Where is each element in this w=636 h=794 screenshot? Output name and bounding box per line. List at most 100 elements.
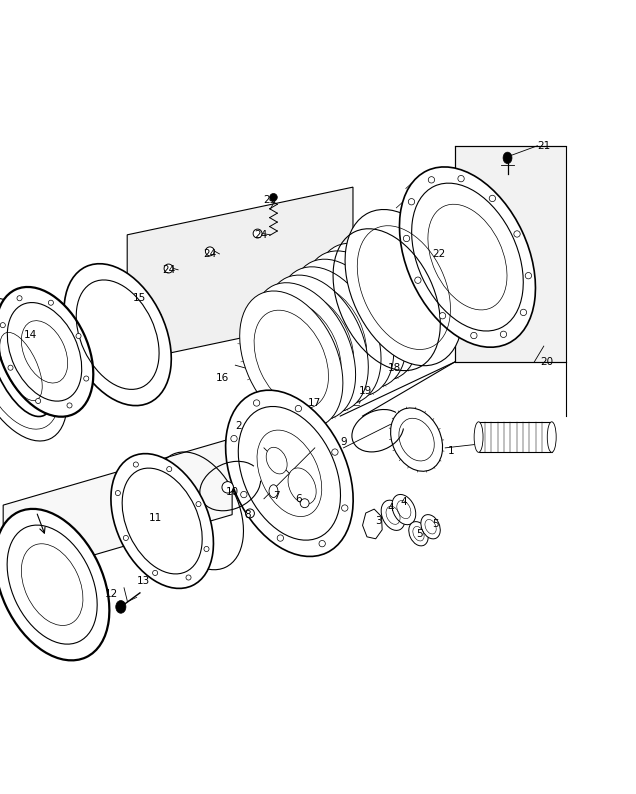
Text: 1: 1 — [448, 446, 455, 456]
Text: 12: 12 — [105, 589, 118, 599]
Circle shape — [471, 333, 477, 339]
Text: 24: 24 — [162, 265, 175, 275]
Circle shape — [8, 365, 13, 370]
Circle shape — [0, 322, 5, 328]
Polygon shape — [3, 438, 232, 581]
Polygon shape — [455, 146, 566, 362]
Text: 7: 7 — [273, 491, 280, 500]
Circle shape — [196, 502, 201, 507]
Ellipse shape — [291, 259, 394, 396]
Ellipse shape — [8, 526, 106, 656]
Ellipse shape — [253, 229, 262, 238]
Circle shape — [319, 541, 326, 547]
Circle shape — [277, 535, 284, 542]
Circle shape — [84, 376, 89, 381]
Text: 14: 14 — [24, 330, 37, 340]
Text: 3: 3 — [375, 516, 382, 526]
Text: 5: 5 — [432, 519, 439, 529]
Text: 9: 9 — [340, 437, 347, 446]
Circle shape — [240, 491, 247, 498]
Ellipse shape — [303, 251, 406, 388]
Circle shape — [520, 309, 527, 315]
Ellipse shape — [474, 422, 483, 453]
Ellipse shape — [245, 509, 254, 518]
Text: 6: 6 — [296, 494, 302, 503]
Circle shape — [439, 313, 446, 319]
Circle shape — [123, 535, 128, 541]
Ellipse shape — [392, 495, 416, 525]
Ellipse shape — [270, 194, 277, 201]
Ellipse shape — [288, 468, 316, 504]
Ellipse shape — [300, 499, 309, 507]
Circle shape — [153, 570, 158, 576]
Circle shape — [17, 295, 22, 301]
Ellipse shape — [503, 152, 512, 164]
Circle shape — [428, 176, 434, 183]
Ellipse shape — [64, 264, 171, 406]
Ellipse shape — [240, 291, 343, 428]
Ellipse shape — [0, 310, 59, 430]
Ellipse shape — [265, 275, 368, 412]
Circle shape — [134, 462, 139, 467]
Circle shape — [489, 195, 495, 202]
Text: 16: 16 — [216, 373, 229, 383]
Ellipse shape — [222, 482, 233, 493]
Ellipse shape — [164, 264, 173, 273]
Text: 4: 4 — [388, 503, 394, 513]
Text: 22: 22 — [432, 249, 445, 259]
Ellipse shape — [399, 167, 536, 347]
Ellipse shape — [315, 243, 418, 380]
Ellipse shape — [421, 515, 440, 539]
Circle shape — [36, 399, 41, 403]
Circle shape — [408, 198, 415, 205]
Ellipse shape — [252, 283, 356, 420]
Circle shape — [67, 403, 72, 408]
Ellipse shape — [0, 299, 67, 441]
Circle shape — [115, 491, 120, 495]
Circle shape — [231, 435, 237, 441]
Text: 18: 18 — [388, 364, 401, 373]
Ellipse shape — [205, 247, 214, 256]
Text: 13: 13 — [137, 576, 149, 587]
Ellipse shape — [409, 522, 428, 545]
Circle shape — [458, 175, 464, 182]
Circle shape — [342, 505, 348, 511]
Ellipse shape — [278, 267, 381, 404]
Text: 23: 23 — [264, 195, 277, 205]
Circle shape — [48, 300, 53, 305]
Text: 24: 24 — [204, 249, 216, 259]
Text: 20: 20 — [541, 357, 553, 367]
Circle shape — [525, 272, 532, 279]
Polygon shape — [363, 509, 382, 539]
Circle shape — [403, 235, 410, 241]
Circle shape — [167, 467, 172, 472]
Circle shape — [332, 449, 338, 455]
Text: 19: 19 — [359, 386, 372, 395]
Ellipse shape — [345, 210, 462, 366]
Circle shape — [204, 546, 209, 552]
Ellipse shape — [547, 422, 556, 453]
Ellipse shape — [0, 317, 53, 417]
Ellipse shape — [116, 600, 126, 613]
Text: 5: 5 — [417, 529, 423, 539]
Ellipse shape — [266, 447, 287, 474]
Polygon shape — [127, 187, 353, 362]
Ellipse shape — [269, 485, 278, 498]
Text: 17: 17 — [308, 399, 321, 408]
Ellipse shape — [0, 509, 109, 661]
Ellipse shape — [0, 287, 93, 417]
Circle shape — [501, 331, 507, 337]
Circle shape — [253, 400, 259, 407]
Text: 21: 21 — [537, 141, 550, 151]
Text: 8: 8 — [245, 510, 251, 519]
FancyBboxPatch shape — [479, 422, 552, 453]
Ellipse shape — [111, 453, 214, 588]
Ellipse shape — [391, 408, 443, 472]
Circle shape — [514, 231, 520, 237]
Ellipse shape — [381, 500, 405, 530]
Circle shape — [295, 406, 301, 412]
Text: 4: 4 — [401, 497, 407, 507]
Text: 24: 24 — [254, 229, 267, 240]
Text: 15: 15 — [134, 294, 146, 303]
Circle shape — [186, 575, 191, 580]
